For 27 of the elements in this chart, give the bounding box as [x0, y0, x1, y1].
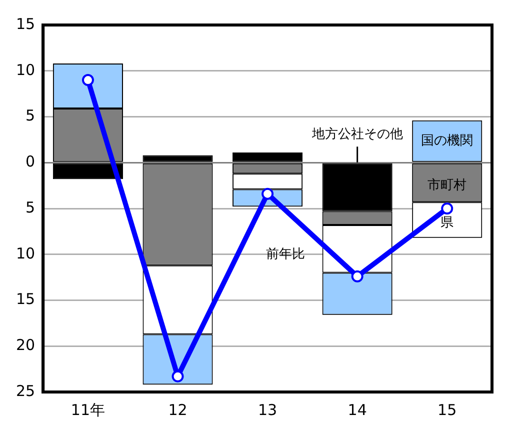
- series-label: 県: [440, 215, 454, 230]
- point: [172, 370, 184, 382]
- x-tick-label: 14: [348, 400, 367, 419]
- point: [441, 202, 454, 214]
- point: [262, 188, 274, 200]
- x-tick-label: 15: [438, 400, 457, 419]
- y-tick-label: 5: [26, 198, 36, 216]
- point: [351, 270, 364, 282]
- y-tick-label: 10: [16, 60, 36, 79]
- bar: [232, 152, 303, 162]
- y-tick-label: 25: [16, 382, 36, 400]
- point: [82, 74, 94, 86]
- y-tick-label: 10: [16, 244, 36, 262]
- series-label: 市町村: [428, 178, 467, 194]
- y-tick-label: 5: [26, 106, 36, 125]
- x-tick-label: 13: [258, 400, 278, 419]
- x-tick-label: 12: [168, 400, 188, 419]
- series-label: 国の機関: [421, 134, 474, 149]
- bar: [52, 163, 123, 180]
- y-tick-label: 15: [16, 14, 36, 33]
- bar: [142, 155, 213, 162]
- y-tick-label: 15: [16, 290, 36, 308]
- y-tick-label: 0: [26, 152, 36, 171]
- series-label: 地方公社その他: [310, 126, 403, 142]
- y-tick-label: 20: [16, 336, 36, 354]
- series-label: 前年比: [266, 246, 305, 262]
- x-tick-label: 11年: [70, 400, 106, 419]
